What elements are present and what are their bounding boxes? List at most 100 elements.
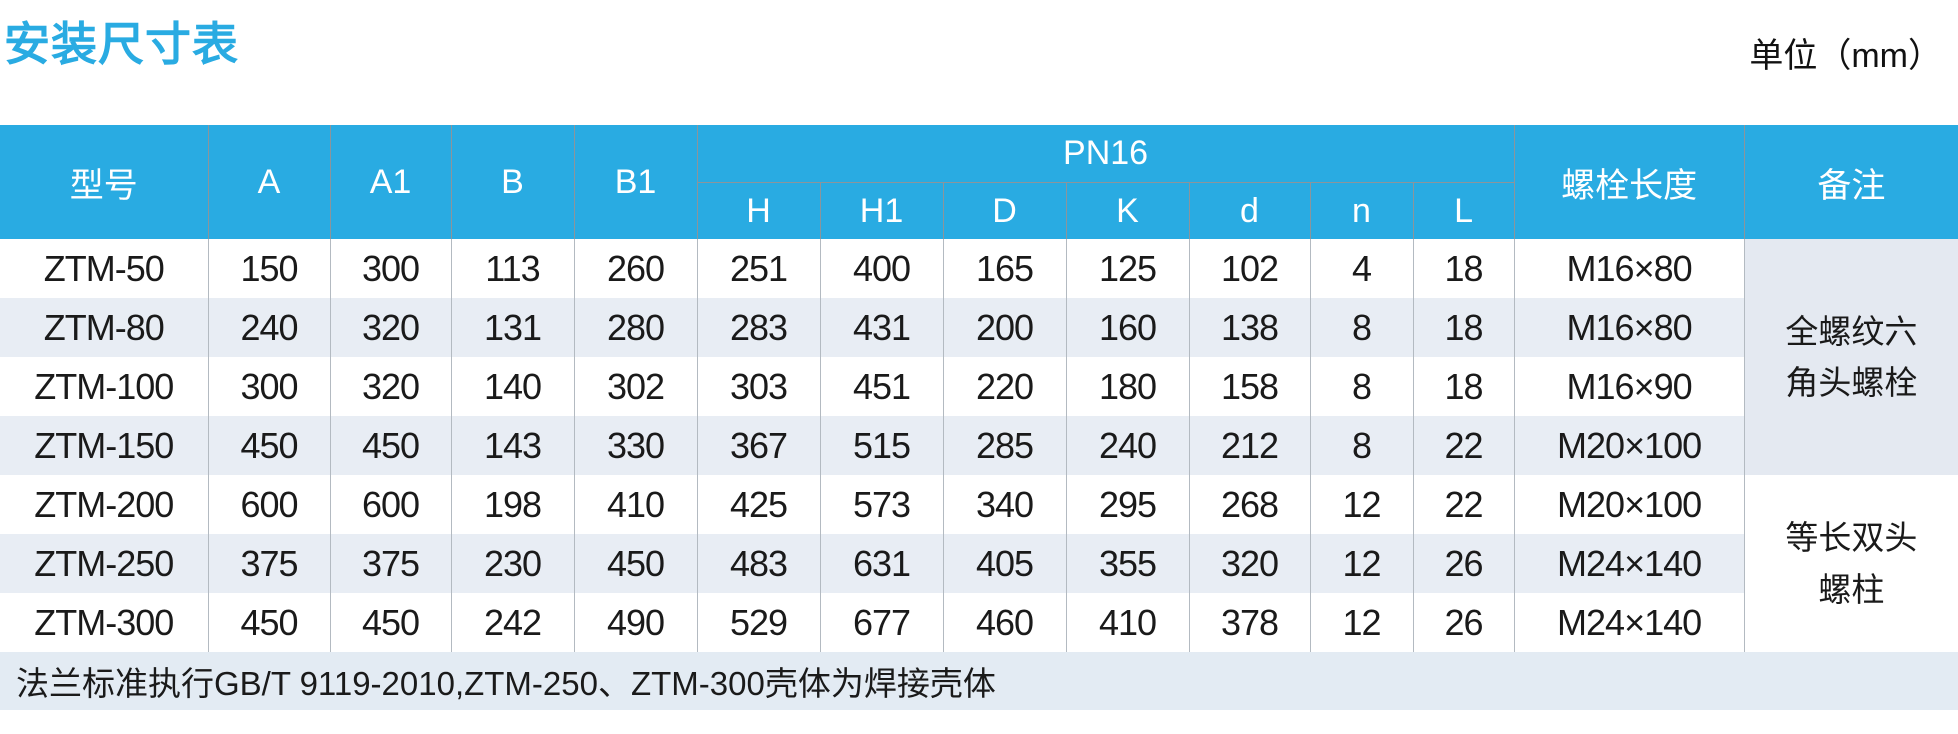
cell-value: 355 — [1065, 534, 1189, 593]
cell-value: 280 — [573, 298, 697, 357]
cell-value: 677 — [819, 593, 943, 652]
table-row: ZTM-80 240 320 131 280 283 431 200 160 138 8 18 M16×… — [0, 298, 1958, 357]
cell-value: 400 — [819, 239, 943, 298]
table-body: ZTM-50 150 300 113 260 251 400 165 125 102 4 18 M16×… — [0, 239, 1958, 710]
cell-model: ZTM-150 — [0, 416, 208, 475]
cell-value: 212 — [1188, 416, 1310, 475]
table-row: ZTM-50 150 300 113 260 251 400 165 125 102 4 18 M16×… — [0, 239, 1958, 475]
footnote-text: 法兰标准执行GB/T 9119-2010,ZTM-250、ZTM-300壳体为焊… — [0, 652, 1958, 710]
cell-value: 405 — [942, 534, 1066, 593]
header-b: B — [450, 125, 574, 239]
cell-value: 113 — [450, 239, 574, 298]
cell-value: 18 — [1412, 357, 1515, 416]
cell-value: 125 — [1065, 239, 1189, 298]
cell-value: 242 — [450, 593, 574, 652]
cell-remark: 全螺纹六角头螺栓 — [1743, 239, 1958, 475]
header-l: L — [1412, 182, 1515, 239]
cell-value: 8 — [1309, 298, 1413, 357]
cell-value: 220 — [942, 357, 1066, 416]
cell-model: ZTM-50 — [43, 247, 165, 289]
table-row: ZTM-100 300 320 140 302 303 451 220 180 158 8 18 M16… — [0, 357, 1958, 416]
cell-value: 367 — [696, 416, 820, 475]
cell-value: 300 — [207, 357, 330, 416]
header-remark: 备注 — [1743, 125, 1958, 239]
cell-value: 320 — [1188, 534, 1310, 593]
cell-value: 320 — [329, 298, 451, 357]
cell-value: 631 — [819, 534, 943, 593]
header-a1: A1 — [329, 125, 451, 239]
header-model: 型号 — [0, 125, 208, 239]
cell-model: ZTM-300 — [34, 601, 174, 643]
table-row: ZTM-200 600 600 198 410 425 573 340 295 268 12 22 M2… — [0, 475, 1958, 652]
cell-bolt-length: M20×100 — [1513, 416, 1745, 475]
header-a: A — [207, 125, 330, 239]
cell-value: 260 — [573, 239, 697, 298]
cell-value: 180 — [1065, 357, 1189, 416]
cell-value: 198 — [450, 475, 574, 534]
cell-value: 12 — [1309, 593, 1413, 652]
cell-value: 251 — [696, 239, 820, 298]
cell-value: 165 — [942, 239, 1066, 298]
cell-value: 230 — [450, 534, 574, 593]
cell-value: 330 — [573, 416, 697, 475]
table-header: 型号 A A1 B B1 PN16 螺栓长度 备注 H H1 D K d n L — [0, 125, 1958, 239]
footnote-row: 法兰标准执行GB/T 9119-2010,ZTM-250、ZTM-300壳体为焊… — [0, 652, 1958, 710]
cell-remark: 等长双头螺柱 — [1743, 475, 1958, 652]
cell-value: 26 — [1412, 593, 1515, 652]
cell-value: 240 — [207, 298, 330, 357]
cell-value: 8 — [1309, 416, 1413, 475]
table-row: ZTM-150 450 450 143 330 367 515 285 240 212 8 22 M20… — [0, 416, 1958, 475]
cell-value: 450 — [329, 593, 451, 652]
header-d-major: D — [942, 182, 1066, 239]
cell-value: 490 — [573, 593, 697, 652]
cell-value: 303 — [696, 357, 820, 416]
cell-value: 283 — [696, 298, 820, 357]
cell-value: 302 — [573, 357, 697, 416]
cell-value: 375 — [329, 534, 451, 593]
header-h1: H1 — [819, 182, 943, 239]
page-title: 安装尺寸表 — [4, 18, 239, 70]
cell-value: 12 — [1309, 534, 1413, 593]
cell-value: 375 — [207, 534, 330, 593]
header-b1: B1 — [573, 125, 697, 239]
cell-value: 450 — [207, 416, 330, 475]
cell-value: 425 — [696, 475, 820, 534]
cell-value: 4 — [1309, 239, 1413, 298]
top-bar: 安装尺寸表 单位（mm） — [0, 0, 1958, 125]
cell-value: 138 — [1188, 298, 1310, 357]
cell-bolt-length: M24×140 — [1513, 593, 1745, 652]
cell-value: 515 — [819, 416, 943, 475]
cell-value: 410 — [1065, 593, 1189, 652]
cell-value: 285 — [942, 416, 1066, 475]
cell-value: 483 — [696, 534, 820, 593]
cell-bolt-length: M16×80 — [1513, 298, 1745, 357]
cell-value: 600 — [207, 475, 330, 534]
cell-value: 431 — [819, 298, 943, 357]
cell-value: 268 — [1188, 475, 1310, 534]
table-row: ZTM-250 375 375 230 450 483 631 405 355 320 12 26 M2… — [0, 534, 1958, 593]
cell-value: 450 — [573, 534, 697, 593]
cell-model: ZTM-100 — [34, 365, 174, 407]
cell-value: 102 — [1188, 239, 1310, 298]
cell-value: 22 — [1412, 416, 1515, 475]
cell-value: 529 — [696, 593, 820, 652]
dimension-table: 型号 A A1 B B1 PN16 螺栓长度 备注 H H1 D K d n L… — [0, 125, 1958, 710]
header-k: K — [1065, 182, 1189, 239]
cell-value: 600 — [329, 475, 451, 534]
header-n: n — [1309, 182, 1413, 239]
cell-value: 300 — [329, 239, 451, 298]
cell-value: 240 — [1065, 416, 1189, 475]
cell-value: 8 — [1309, 357, 1413, 416]
cell-value: 295 — [1065, 475, 1189, 534]
cell-bolt-length: M16×90 — [1513, 357, 1745, 416]
cell-value: 450 — [329, 416, 451, 475]
cell-model: ZTM-250 — [0, 534, 208, 593]
table-row: ZTM-300 450 450 242 490 529 677 460 410 378 12 26 M2… — [0, 593, 1958, 652]
header-bolt-length: 螺栓长度 — [1513, 125, 1745, 239]
cell-value: 12 — [1309, 475, 1413, 534]
cell-value: 378 — [1188, 593, 1310, 652]
cell-value: 460 — [942, 593, 1066, 652]
header-d-minor: d — [1188, 182, 1310, 239]
cell-value: 320 — [329, 357, 451, 416]
